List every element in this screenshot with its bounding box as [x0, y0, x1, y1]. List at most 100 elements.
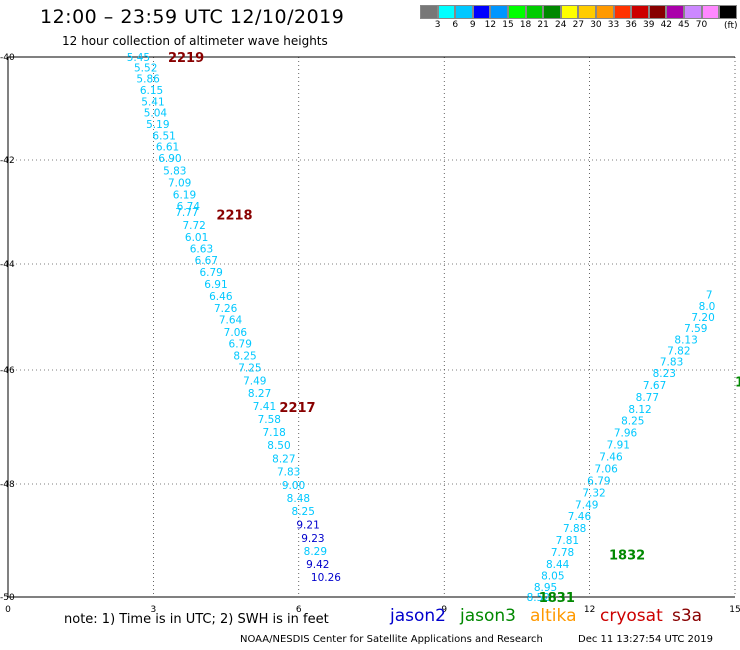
- legend-swatch: [595, 5, 614, 19]
- wave-height-value: 8.50: [267, 440, 290, 452]
- wave-height-value: 7.49: [243, 375, 266, 387]
- wave-height-value: 7.77: [175, 207, 198, 219]
- legend-swatch: [631, 5, 649, 19]
- wave-height-value: 6.19: [173, 189, 196, 201]
- wave-height-value: 5.41: [141, 96, 164, 108]
- x-tick-label: 0: [5, 605, 11, 615]
- x-tick-label: 15: [729, 605, 740, 615]
- wave-height-value: 6.46: [209, 291, 233, 303]
- legend-label: 27: [572, 20, 585, 30]
- legend-label: 9: [469, 20, 476, 30]
- wave-height-value: 8.95: [534, 582, 557, 594]
- wave-height-value: 8.13: [674, 334, 697, 346]
- wave-height-value: 7.58: [258, 414, 281, 426]
- x-tick-label: 3: [151, 605, 157, 615]
- legend-label: 18: [519, 20, 532, 30]
- legend-swatch: [507, 5, 526, 19]
- credit-text: NOAA/NESDIS Center for Satellite Applica…: [240, 634, 543, 645]
- color-legend: 3 6 9 12 15 18 21 24 27 30 33 36 39 42 45 70 (ft): [420, 5, 738, 31]
- time-label: 1831: [539, 591, 575, 606]
- time-label: 2218: [216, 209, 252, 224]
- wave-height-value: 6.63: [190, 243, 213, 255]
- y-tick-label: -46: [0, 366, 15, 376]
- wave-height-value: 7.82: [667, 345, 690, 357]
- y-tick-label: -40: [0, 53, 15, 63]
- wave-height-value: 8.23: [653, 368, 676, 380]
- wave-height-value: 9.23: [301, 533, 324, 545]
- page-subtitle: 12 hour collection of altimeter wave hei…: [62, 34, 328, 48]
- satellite-label-s3a: s3a: [672, 606, 703, 626]
- x-tick-label: 9: [441, 605, 447, 615]
- wave-height-value: 7.91: [607, 440, 630, 452]
- wave-height-value: 7.32: [582, 487, 605, 499]
- legend-label: 15: [502, 20, 514, 30]
- legend-swatches: [420, 5, 737, 19]
- time-label: 1: [735, 375, 740, 390]
- wave-height-value: 6.61: [156, 142, 179, 154]
- legend-label: 42: [660, 20, 673, 30]
- legend-labels: 3 6 9 12 15 18 21 24 27 30 33 36 39 42 45 70: [420, 20, 737, 30]
- legend-swatch: [525, 5, 544, 19]
- wave-height-value: 8.25: [292, 506, 315, 518]
- legend-label: 30: [590, 20, 602, 30]
- legend-label: 12: [484, 20, 497, 30]
- legend-swatch: [701, 5, 720, 19]
- wave-height-value: 5.86: [136, 74, 160, 86]
- wave-height-value: 7.06: [594, 464, 618, 476]
- legend-label: 24: [555, 20, 567, 30]
- wave-height-value: 8.52: [527, 592, 550, 604]
- satellite-label-jason3: jason3: [460, 606, 516, 626]
- wave-height-value: 7.64: [219, 315, 243, 327]
- x-tick-label: 12: [584, 605, 595, 615]
- legend-label: 36: [625, 20, 637, 30]
- legend-swatch: [613, 5, 632, 19]
- wave-height-value: 9.21: [296, 520, 319, 532]
- y-tick-label: -48: [0, 480, 15, 490]
- wave-height-value: 7.83: [277, 466, 300, 478]
- legend-swatch: [648, 5, 667, 19]
- wave-height-value: 10.26: [311, 572, 341, 584]
- wave-height-value: 8.25: [621, 416, 644, 428]
- wave-height-value: 7.81: [556, 535, 579, 547]
- wave-height-value: 6.67: [195, 255, 218, 267]
- wave-height-value: 9.42: [306, 559, 329, 571]
- note-text: note: 1) Time is in UTC; 2) SWH is in fe…: [64, 612, 329, 627]
- legend-swatch: [543, 5, 561, 19]
- y-tick-label: -44: [0, 260, 15, 270]
- wave-height-value: 6.01: [185, 232, 208, 244]
- wave-height-value: 7.67: [643, 380, 666, 392]
- wave-height-value: 7: [706, 290, 713, 302]
- wave-height-value: 9.00: [282, 480, 305, 492]
- y-tick-label: -50: [0, 593, 15, 603]
- wave-height-value: 8.0: [699, 301, 716, 313]
- wave-height-value: 7.26: [214, 303, 238, 315]
- wave-height-value: 7.09: [168, 177, 191, 189]
- wave-height-value: 7.41: [253, 401, 276, 413]
- time-label: 2219: [168, 51, 204, 66]
- legend-swatch: [455, 5, 473, 19]
- x-tick-label: 6: [296, 605, 302, 615]
- time-label: 2217: [279, 401, 315, 416]
- legend-label: 6: [452, 20, 459, 30]
- page-title: 12:00 – 23:59 UTC 12/10/2019: [40, 6, 345, 28]
- wave-height-value: 8.77: [636, 392, 659, 404]
- wave-height-value: 8.12: [628, 404, 651, 416]
- legend-label: 21: [537, 20, 549, 30]
- wave-height-value: 6.51: [152, 130, 175, 142]
- wave-height-value: 7.20: [691, 312, 714, 324]
- legend-label: 45: [678, 20, 690, 30]
- y-tick-label: -42: [0, 156, 15, 166]
- timestamp: Dec 11 13:27:54 UTC 2019: [578, 634, 713, 645]
- wave-height-value: 5.04: [144, 108, 168, 120]
- wave-height-value: 8.29: [304, 546, 327, 558]
- legend-swatch: [560, 5, 579, 19]
- legend-label: 33: [607, 20, 620, 30]
- wave-height-value: 6.79: [587, 476, 610, 488]
- wave-height-value: 7.88: [563, 523, 586, 535]
- legend-label: 39: [642, 20, 655, 30]
- wave-height-value: 8.25: [233, 351, 256, 363]
- legend-swatch: [578, 5, 596, 19]
- wave-height-value: 6.79: [229, 339, 252, 351]
- wave-height-value: 5.83: [163, 165, 186, 177]
- wave-height-value: 7.83: [660, 357, 683, 369]
